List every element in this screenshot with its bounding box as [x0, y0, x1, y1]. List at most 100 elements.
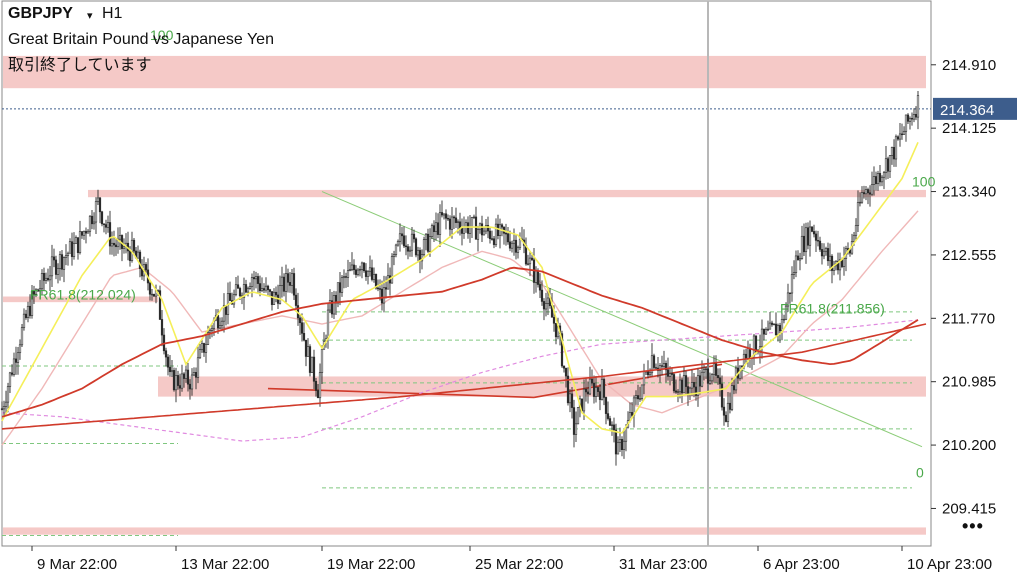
candle-body — [610, 424, 614, 426]
zone-band-2 — [3, 296, 158, 303]
zone-band-0 — [3, 55, 926, 89]
more-dots-icon[interactable]: ••• — [962, 516, 984, 536]
candle-body — [538, 284, 542, 291]
candle-body — [488, 230, 492, 239]
candle-body — [108, 222, 112, 247]
candle-body — [298, 317, 302, 324]
candle-body — [150, 293, 154, 296]
candle-body — [746, 347, 750, 360]
candle-body — [468, 226, 472, 234]
candle-body — [904, 114, 908, 132]
candle-body — [864, 189, 868, 195]
candle-body — [262, 288, 266, 291]
ma-slow2-line — [1, 323, 927, 430]
candle-body — [676, 391, 680, 393]
candle-body — [584, 388, 588, 393]
plot-area[interactable] — [1, 0, 932, 547]
candle-body — [500, 224, 504, 228]
candle-body — [854, 225, 858, 236]
candle-body — [678, 379, 682, 393]
candle-body — [460, 228, 464, 234]
candle-body — [50, 256, 54, 277]
candle-body — [858, 201, 862, 204]
candle-body — [300, 322, 304, 334]
x-tick-label-6: 10 Apr 23:00 — [907, 556, 992, 573]
candle-body — [378, 288, 382, 290]
candle-body — [686, 386, 690, 395]
candle-body — [24, 313, 28, 319]
candle-body — [408, 249, 412, 252]
candle-body — [728, 402, 732, 410]
candle-body — [582, 388, 586, 412]
candle-body — [102, 223, 106, 225]
candle-body — [332, 295, 336, 315]
candle-body — [784, 305, 788, 320]
candle-body — [692, 382, 696, 388]
candle-body — [542, 301, 546, 310]
candle-body — [258, 283, 262, 292]
candle-body — [218, 325, 222, 329]
candle-body — [6, 386, 10, 403]
candle-body — [180, 373, 184, 389]
candle-body — [590, 378, 594, 384]
symbol-label[interactable]: GBPJPY — [8, 5, 73, 22]
candle-body — [144, 264, 148, 271]
candle-body — [128, 250, 132, 261]
candle-body — [256, 276, 260, 284]
candle-body — [888, 155, 892, 172]
candle-body — [526, 263, 530, 265]
candle-body — [76, 237, 80, 253]
candle-body — [104, 224, 108, 228]
candle-body — [704, 368, 708, 371]
candle-body — [366, 270, 370, 277]
x-tick-label-4: 31 Mar 23:00 — [619, 556, 707, 573]
candle-body — [852, 234, 856, 242]
candle-body — [572, 407, 576, 435]
candle-body — [794, 255, 798, 273]
candle-body — [8, 372, 12, 387]
candle-body — [100, 211, 104, 225]
candle-body — [434, 222, 438, 232]
timeframe-dropdown-icon[interactable]: ▾ — [87, 10, 93, 22]
candle-body — [386, 275, 390, 290]
candle-body — [340, 277, 344, 293]
candle-body — [306, 346, 310, 357]
candle-body — [560, 333, 564, 367]
candle-body — [396, 240, 400, 246]
candle-body — [512, 239, 516, 244]
candle-body — [810, 226, 814, 232]
candle-body — [786, 292, 790, 307]
candle-body — [690, 382, 694, 389]
candle-body — [166, 356, 170, 368]
candle-body — [40, 273, 44, 290]
candle-body — [562, 365, 566, 369]
candle-body — [92, 221, 96, 225]
candle-body — [184, 369, 188, 379]
candle-body — [200, 343, 204, 350]
candle-body — [910, 118, 914, 120]
candle-body — [874, 176, 878, 185]
candle-body — [666, 369, 670, 377]
candle-body — [220, 320, 224, 326]
candle-body — [424, 233, 428, 240]
candle-body — [886, 158, 890, 172]
fib-label-4: 100 — [150, 27, 174, 43]
candle-body — [602, 379, 606, 398]
ma-mid-line — [1, 210, 919, 446]
candle-body — [368, 267, 372, 272]
candle-body — [54, 259, 58, 275]
candle-body — [744, 353, 748, 360]
candle-body — [908, 118, 912, 122]
candle-body — [534, 270, 538, 283]
timeframe-label[interactable]: H1 — [102, 5, 123, 22]
candle-body — [320, 349, 324, 373]
candle-body — [112, 242, 116, 246]
candle-body — [766, 328, 770, 331]
candle-body — [508, 241, 512, 249]
candle-body — [694, 386, 698, 396]
candle-body — [642, 371, 646, 386]
candle-body — [264, 285, 268, 291]
candle-body — [122, 246, 126, 249]
candle-body — [428, 236, 432, 252]
